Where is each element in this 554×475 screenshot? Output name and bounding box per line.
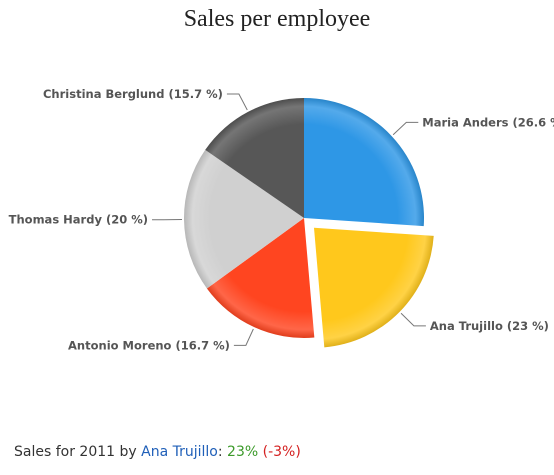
leader-line-christina-berglund (226, 93, 248, 111)
pie-chart: Sales per employee Maria Anders (26.6 %)… (9, 6, 554, 352)
pie-slice-antonio-moreno[interactable] (206, 218, 315, 339)
sales-summary: Sales for 2011 by Ana Trujillo: 23% (-3%… (14, 444, 301, 460)
pie-slice-christina-berglund[interactable] (205, 98, 304, 218)
pie-slice-maria-anders[interactable] (304, 98, 424, 227)
slice-label-antonio-moreno: Antonio Moreno (16.7 %) (68, 338, 230, 352)
sales-summary-separator: : (217, 444, 228, 460)
pie-slice-thomas-hardy[interactable] (183, 149, 304, 289)
leader-line-antonio-moreno (233, 328, 254, 346)
sales-summary-prefix: Sales for 2011 by (14, 444, 142, 460)
selected-employee-link[interactable]: Ana Trujillo (141, 444, 218, 460)
pie-chart-svg: Maria Anders (26.6 %) Ana Trujillo (23 %)… (9, 87, 554, 352)
slice-label-christina-berglund: Christina Berglund (15.7 %) (43, 87, 223, 101)
selected-employee-change: (-3%) (262, 444, 301, 460)
slice-label-thomas-hardy: Thomas Hardy (20 %) (9, 213, 148, 227)
slice-label-ana-trujillo: Ana Trujillo (23 %) (430, 319, 549, 333)
slice-label-maria-anders: Maria Anders (26.6 %) (422, 115, 554, 129)
pie-slice-ana-trujillo[interactable] (313, 227, 434, 348)
leader-line-ana-trujillo (400, 312, 426, 327)
selected-employee-percent: 23% (227, 444, 259, 460)
leader-line-maria-anders (392, 121, 419, 136)
chart-title: Sales per employee (183, 6, 371, 32)
